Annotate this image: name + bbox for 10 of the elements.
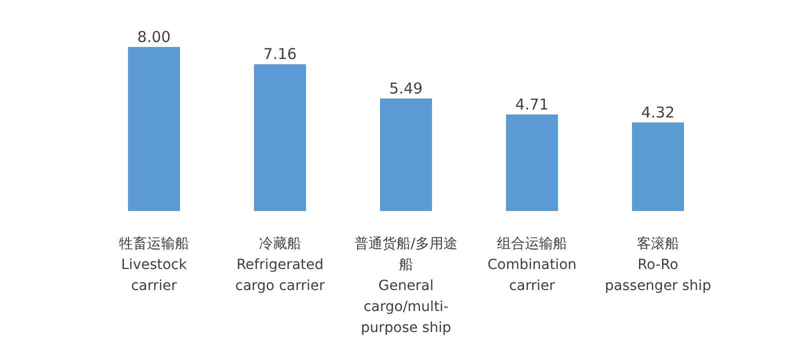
data-label: 4.32 [641, 103, 675, 122]
data-label: 5.49 [389, 79, 423, 98]
x-tick-label: 普通货船/多用途船 General cargo/multi-purpose ship [354, 235, 458, 338]
x-tick-label: 冷藏船 Refrigerated cargo carrier [234, 235, 326, 296]
data-label: 4.71 [515, 95, 549, 114]
data-label: 7.16 [263, 45, 297, 64]
x-tick-label: 客滚船 Ro-Ro passenger ship [604, 235, 712, 296]
x-tick-label: 组合运输船 Combination carrier [486, 235, 578, 296]
data-label: 8.00 [137, 28, 171, 46]
x-tick-label: 牲畜运输船 Livestock carrier [118, 235, 190, 296]
